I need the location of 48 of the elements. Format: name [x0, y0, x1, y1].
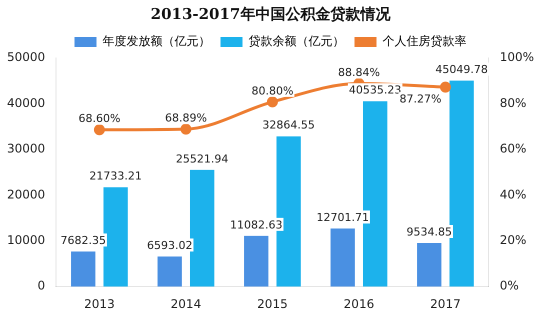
data-label: 68.89% — [164, 111, 207, 124]
y2-tick-label: 60% — [500, 142, 526, 156]
legend-label: 年度发放额（亿元） — [102, 34, 210, 48]
x-tick-label: 2015 — [257, 296, 288, 311]
data-label: 45049.78 — [435, 62, 488, 76]
y-tick-label: 30000 — [6, 142, 46, 156]
y-tick-label: 20000 — [6, 187, 46, 202]
bar — [190, 170, 214, 287]
bar — [417, 243, 442, 287]
data-label: 12701.71 — [316, 210, 369, 224]
chart-title: 2013-2017年中国公积金贷款情况 — [150, 4, 392, 23]
data-label: 88.84% — [338, 66, 380, 79]
data-label: 87.27% — [399, 92, 442, 106]
point — [266, 96, 278, 108]
bar — [449, 80, 474, 287]
x-tick-label: 2017 — [430, 296, 461, 311]
y2-tick-label: 0% — [500, 278, 519, 293]
x-tick-label: 2016 — [344, 296, 374, 311]
x-tick-label: 2013 — [84, 296, 115, 311]
y-tick-label: 50000 — [6, 50, 46, 64]
x-tick-label: 2014 — [170, 296, 202, 311]
data-label: 9534.85 — [406, 225, 452, 238]
y2-tick-label: 40% — [500, 187, 526, 202]
y2-tick-label: 20% — [500, 233, 526, 248]
data-label: 21733.21 — [89, 170, 142, 183]
legend-label: 个人住房贷款率 — [382, 34, 466, 48]
bar — [71, 251, 96, 287]
data-label: 32864.55 — [262, 118, 315, 132]
bar — [103, 187, 128, 287]
data-label: 80.80% — [251, 84, 294, 98]
data-label: 40535.23 — [348, 84, 402, 97]
point — [94, 124, 105, 136]
data-label: 68.60% — [78, 112, 120, 126]
y2-tick-label: 80% — [500, 96, 526, 110]
point — [440, 82, 451, 93]
legend-label: 贷款余额（亿元） — [248, 34, 344, 48]
y-tick-label: 10000 — [6, 233, 46, 248]
bar — [330, 228, 355, 287]
bar — [158, 256, 182, 287]
y-tick-label: 0 — [38, 278, 46, 293]
point — [180, 124, 192, 135]
data-label: 11082.63 — [230, 218, 282, 232]
y-tick-label: 40000 — [6, 96, 46, 110]
data-label: 6593.02 — [146, 238, 192, 252]
data-label: 7682.35 — [60, 234, 106, 247]
y2-tick-label: 100% — [500, 50, 534, 64]
bar — [244, 236, 268, 287]
data-label: 25521.94 — [176, 152, 228, 166]
